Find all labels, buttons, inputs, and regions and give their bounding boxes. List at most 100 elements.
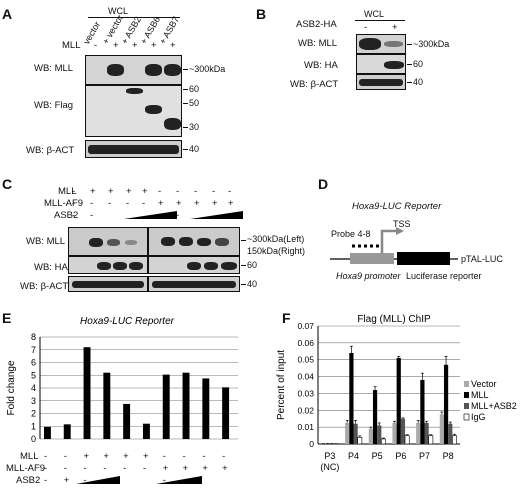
marker-c-40: 40 <box>247 279 258 289</box>
band <box>359 79 403 86</box>
wb-label-c-mll: WB: MLL <box>26 236 66 247</box>
row-label-e-asb2: ASB2 <box>16 475 41 486</box>
row-label-c-asb2: ASB2 <box>54 210 79 221</box>
mll-sign-c: - <box>72 186 76 197</box>
mll-sign-a-4: + <box>151 40 157 51</box>
marker-a-30: 30 <box>189 122 200 132</box>
blot-c-bact-left <box>68 276 148 292</box>
bar <box>357 436 363 445</box>
band <box>152 281 236 288</box>
bar <box>43 426 51 439</box>
luciferase-label: Luciferase reporter <box>406 271 482 281</box>
marker-tick <box>241 284 246 285</box>
blot-a-bact <box>85 140 182 158</box>
marker-tick <box>407 64 412 65</box>
marker-a-300: ~300kDa <box>189 64 226 74</box>
bar <box>202 378 210 439</box>
ptal-luc-label: pTAL-LUC <box>461 254 503 264</box>
wb-label-a-bact: WB: β-ACT <box>26 145 75 156</box>
bar <box>424 422 429 444</box>
marker-tick <box>183 127 188 128</box>
y-tick-label: 6 <box>31 358 36 368</box>
bar <box>377 425 382 444</box>
af9-sign-e: - <box>63 463 67 474</box>
mll-sign-e: - <box>182 451 186 462</box>
bar <box>428 435 434 445</box>
marker-tick <box>407 82 412 83</box>
blot-c-bact-right <box>148 276 240 292</box>
bar <box>182 372 190 439</box>
band <box>113 262 127 270</box>
mll-sign-a-3: + <box>132 40 138 51</box>
marker-b-300: ~300kDa <box>413 39 450 49</box>
mll-sign-e: - <box>162 451 166 462</box>
promoter-label: Hoxa9 promoter <box>336 271 401 281</box>
bar <box>123 403 131 439</box>
bar <box>103 372 111 439</box>
x-tick-sublabel: (NC) <box>320 462 339 472</box>
blot-b-bact <box>356 74 406 90</box>
marker-tick <box>241 240 246 241</box>
bar <box>400 418 406 444</box>
bar <box>162 374 170 439</box>
mll-sign-a-1: - <box>94 40 98 51</box>
asb2-ha-label: ASB2-HA <box>296 19 337 30</box>
y-tick-label: 3 <box>31 396 36 406</box>
bar <box>396 358 401 444</box>
marker-a-60: 60 <box>189 84 200 94</box>
mll-sign-e: - <box>222 451 226 462</box>
mll-sign-a-2: + <box>113 40 119 51</box>
y-tick-label: 5 <box>31 370 36 380</box>
blot-c-ha-left <box>68 256 148 274</box>
probe-label: Probe 4-8 <box>331 229 371 239</box>
x-tick-label: P6 <box>395 451 406 461</box>
y-tick-label: 0.03 <box>297 388 314 398</box>
row-label-e-af9: MLL-AF9 <box>6 463 46 474</box>
panel-label-c: C <box>2 176 13 192</box>
band <box>164 64 181 76</box>
y-tick-label: 7 <box>31 345 36 355</box>
mll-sign-c: - <box>194 186 198 197</box>
band <box>145 105 162 114</box>
panel-label-a: A <box>2 6 13 22</box>
wb-label-a-flag: WB: Flag <box>34 100 74 111</box>
marker-c-300: ~300kDa(Left) <box>247 234 305 244</box>
bar <box>381 438 386 445</box>
blot-a-mll <box>85 55 182 85</box>
row-label-e-mll: MLL <box>20 451 39 462</box>
band <box>97 262 111 270</box>
mll-sign-c: - <box>158 186 162 197</box>
bar <box>416 422 421 444</box>
wb-label-b-ha: WB: HA <box>304 60 338 71</box>
band <box>359 38 381 50</box>
bar <box>372 390 378 444</box>
mll-sign-e: - <box>202 451 206 462</box>
y-tick-label: 0.06 <box>297 338 314 348</box>
tss-arrow-head-icon <box>396 227 404 235</box>
legend-swatch <box>464 403 469 409</box>
bar <box>443 364 449 444</box>
legend-label: Vector <box>471 379 497 389</box>
blot-c-ha-right <box>148 256 240 274</box>
legend-swatch <box>464 392 469 398</box>
marker-tick <box>183 69 188 70</box>
marker-tick <box>183 103 188 104</box>
legend-swatch <box>463 413 470 421</box>
af9-sign-e: - <box>142 463 147 474</box>
band <box>125 240 137 245</box>
chart-title: Flag (MLL) ChIP <box>357 314 431 325</box>
bar <box>63 424 71 439</box>
af9-sign-e: + <box>182 463 189 474</box>
af9-sign-c: - <box>72 198 76 209</box>
bar <box>448 423 453 444</box>
band <box>72 281 144 288</box>
marker-tick <box>407 44 412 45</box>
asb2-sign-c: - <box>72 210 76 221</box>
y-tick-label: 0 <box>31 434 36 444</box>
band <box>197 238 211 246</box>
row-label-c-mll: MLL <box>58 186 77 197</box>
mll-sign-c: + <box>90 186 96 197</box>
band <box>161 237 175 246</box>
marker-b-60: 60 <box>413 59 424 69</box>
mll-sign-c: + <box>142 186 148 197</box>
